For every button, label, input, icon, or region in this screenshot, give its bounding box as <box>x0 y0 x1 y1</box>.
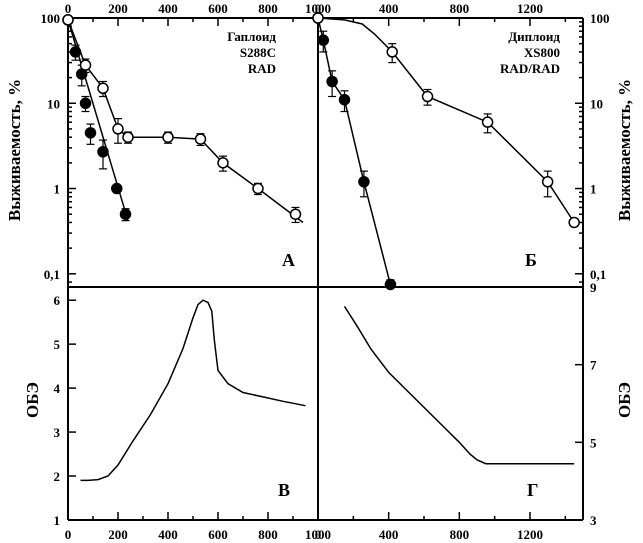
panel-g-letter: Г <box>527 480 538 500</box>
panel-v-x-tick-label: 600 <box>208 527 228 542</box>
panel-a-x-tick-label: 0 <box>65 1 72 16</box>
panel-g-x-tick-label: 1200 <box>517 527 543 542</box>
panel-b-y-tick-label: 1 <box>590 182 597 197</box>
panel-a-x-tick-label: 800 <box>258 1 278 16</box>
panel-b-y-tick-label: 0,1 <box>590 267 606 282</box>
panel-b-filled-point <box>326 75 338 88</box>
panel-b-open-point <box>481 116 494 128</box>
panel-b-open-point <box>386 46 398 58</box>
panel-b-filled-point <box>317 34 330 46</box>
panel-b-y-tick-label: 100 <box>590 11 610 26</box>
panel-g-x-tick-label: 800 <box>450 527 470 542</box>
panel-a-open-point <box>97 82 109 94</box>
panel-b-open-point <box>421 90 434 103</box>
panel-b-x-tick-label: 400 <box>379 1 399 16</box>
panel-b-open-point <box>541 176 554 188</box>
panel-g-y-tick-label: 7 <box>590 358 597 373</box>
panel-a-annotation-line-1: Гаплоид <box>227 29 276 44</box>
panel-a-open-point <box>252 182 264 195</box>
panel-b-y-tick-label: 10 <box>590 96 603 111</box>
panel-v-x-tick-label: 800 <box>258 527 278 542</box>
panel-a-open-point <box>122 131 134 143</box>
panel-b-filled-point <box>338 93 351 106</box>
panel-a-fit-line-2 <box>67 19 304 224</box>
panel-g-y-tick-label: 5 <box>590 435 597 450</box>
panel-v-x-tick-label: 0 <box>65 527 72 542</box>
panel-a-letter: A <box>282 250 295 270</box>
panel-g: 3 5 7 9 <box>317 280 597 528</box>
panel-a-open-point <box>112 123 124 135</box>
panel-v-y-tick-label: 4 <box>54 381 61 396</box>
panel-a-x-tick-label: 600 <box>208 1 228 16</box>
panel-b-open-point <box>568 216 580 229</box>
panel-a-filled-point <box>79 97 92 110</box>
panel-b-open-point <box>312 12 324 24</box>
panel-b-letter: Б <box>525 250 537 270</box>
panel-v-y-tick-label: 1 <box>54 513 61 528</box>
panel-a-y-tick-label: 1 <box>54 182 61 197</box>
panel-v-rbe-curve <box>80 299 306 482</box>
panel-b-x-tick-label: 800 <box>450 1 470 16</box>
panel-b-filled-point <box>384 278 397 291</box>
panel-b-annotation-line-1: Диплоид <box>508 29 560 44</box>
left-bottom-y-axis-title: ОБЭ <box>23 382 42 418</box>
panel-a-y-tick-label: 10 <box>47 96 60 111</box>
panel-v-y-tick-label: 6 <box>54 293 61 308</box>
panel-a-x-tick-label: 1000 <box>305 1 331 16</box>
panel-a-x-tick-label: 200 <box>108 1 128 16</box>
panel-b-fit-line-1 <box>317 17 392 285</box>
panel-a-filled-point <box>84 127 97 139</box>
right-top-y-axis-title: Выживаемость, % <box>615 79 634 221</box>
panel-b: 100 10 1 0,1 <box>312 11 610 291</box>
panel-a-y-tick-label: 100 <box>41 11 61 26</box>
panel-v-y-tick-label: 3 <box>54 425 61 440</box>
panel-v-letter: В <box>278 480 290 500</box>
panel-b-annotation-line-2: XS800 <box>524 45 560 60</box>
panel-a-open-point <box>62 14 74 26</box>
panel-a-open-point <box>162 131 174 143</box>
panel-b-x-tick-label: 1200 <box>517 1 543 16</box>
panel-b-x-tick-label: 0 <box>315 1 322 16</box>
panel-a-annotation-line-2: S288C <box>240 45 276 60</box>
panel-g-y-tick-label: 3 <box>590 513 597 528</box>
panel-g-x-tick-label: 400 <box>379 527 399 542</box>
panel-a-y-tick-label: 0,1 <box>44 267 60 282</box>
panel-a-filled-point <box>69 46 82 58</box>
left-top-y-axis-title: Выживаемость, % <box>5 79 24 221</box>
panel-v: 1 2 3 4 5 6 <box>54 293 319 528</box>
panel-a-open-point <box>217 157 229 169</box>
panel-v-x-tick-label: 400 <box>158 527 178 542</box>
panel-b-annotation-line-3: RAD/RAD <box>500 61 560 76</box>
panel-a-open-point <box>289 208 302 220</box>
panel-a-annotation-line-3: RAD <box>248 61 276 76</box>
panel-a-filled-point <box>97 145 109 158</box>
panel-a: 100 10 1 0,1 <box>41 11 319 283</box>
frame <box>67 17 584 521</box>
panel-g-rbe-curve <box>343 305 575 465</box>
panel-v-y-tick-label: 2 <box>54 469 61 484</box>
panel-b-filled-point <box>358 176 370 188</box>
panel-v-x-tick-label: 200 <box>108 527 128 542</box>
panel-g-x-tick-label: 0 <box>315 527 322 542</box>
panel-a-open-point <box>79 59 92 71</box>
panel-v-x-tick-label: 1000 <box>305 527 331 542</box>
panel-a-filled-point <box>119 208 132 220</box>
panel-g-y-tick-label: 9 <box>590 280 597 295</box>
panel-a-x-tick-label: 400 <box>158 1 178 16</box>
right-bottom-y-axis-title: ОБЭ <box>615 382 634 418</box>
panel-a-open-point <box>194 133 207 145</box>
panel-v-y-tick-label: 5 <box>54 337 61 352</box>
panel-a-filled-point <box>111 182 123 195</box>
